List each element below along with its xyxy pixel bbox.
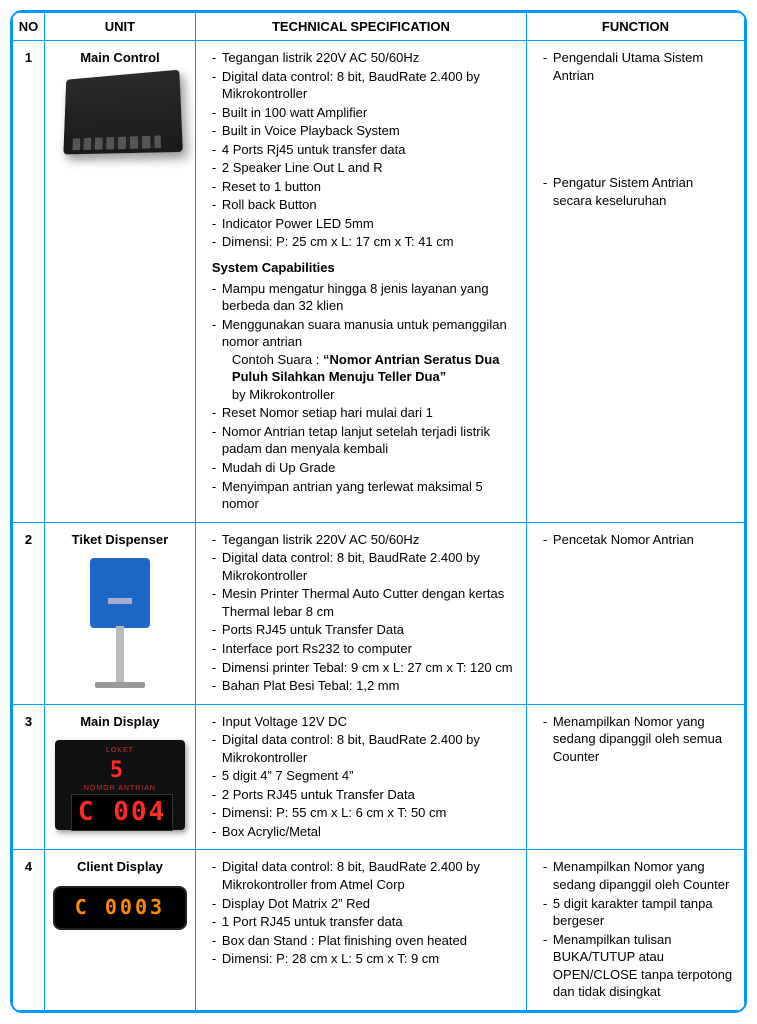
- func-item: Menampilkan Nomor yang sedang dipanggil …: [543, 713, 734, 766]
- spec-item: Input Voltage 12V DC: [212, 713, 516, 731]
- func-item: Menampilkan Nomor yang sedang dipanggil …: [543, 858, 734, 893]
- spec-item: Digital data control: 8 bit, BaudRate 2.…: [212, 731, 516, 766]
- spec-item: 2 Ports RJ45 untuk Transfer Data: [212, 786, 516, 804]
- capability-item: Reset Nomor setiap hari mulai dari 1: [212, 404, 516, 422]
- capabilities-heading: System Capabilities: [206, 259, 516, 277]
- spec-item: 1 Port RJ45 untuk transfer data: [212, 913, 516, 931]
- spec-item: Built in 100 watt Amplifier: [212, 104, 516, 122]
- cell-no: 3: [13, 704, 45, 850]
- spec-item: Built in Voice Playback System: [212, 122, 516, 140]
- cell-spec: Tegangan listrik 220V AC 50/60HzDigital …: [195, 522, 526, 704]
- spec-item: 5 digit 4” 7 Segment 4”: [212, 767, 516, 785]
- cell-func: Menampilkan Nomor yang sedang dipanggil …: [526, 704, 744, 850]
- spec-item: Dimensi: P: 28 cm x L: 5 cm x T: 9 cm: [212, 950, 516, 968]
- capabilities-list: Mampu mengatur hingga 8 jenis layanan ya…: [206, 280, 516, 513]
- spec-item: Interface port Rs232 to computer: [212, 640, 516, 658]
- cell-spec: Input Voltage 12V DCDigital data control…: [195, 704, 526, 850]
- spec-table-container: NO UNIT TECHNICAL SPECIFICATION FUNCTION…: [10, 10, 747, 1013]
- cell-spec: Tegangan listrik 220V AC 50/60HzDigital …: [195, 41, 526, 523]
- unit-title: Main Display: [55, 713, 185, 731]
- cell-unit: Main Control: [44, 41, 195, 523]
- spec-item: Roll back Button: [212, 196, 516, 214]
- cell-unit: Tiket Dispenser: [44, 522, 195, 704]
- spec-item: Reset to 1 button: [212, 178, 516, 196]
- table-row: 4 Client Display C 0003 Digital data contro…: [13, 850, 745, 1010]
- spec-list: Digital data control: 8 bit, BaudRate 2.…: [206, 858, 516, 967]
- func-list: Menampilkan Nomor yang sedang dipanggil …: [537, 713, 734, 766]
- header-spec: TECHNICAL SPECIFICATION: [195, 13, 526, 41]
- cell-no: 1: [13, 41, 45, 523]
- cell-no: 2: [13, 522, 45, 704]
- spec-item: 2 Speaker Line Out L and R: [212, 159, 516, 177]
- func-list: Menampilkan Nomor yang sedang dipanggil …: [537, 858, 734, 1000]
- func-list: Pengendali Utama Sistem Antrian: [537, 49, 734, 84]
- func-item: Pencetak Nomor Antrian: [543, 531, 734, 549]
- main-display-image: LOKET5NOMOR ANTRIANC 004: [55, 740, 185, 830]
- spec-list: Tegangan listrik 220V AC 50/60HzDigital …: [206, 531, 516, 695]
- cell-unit: Client Display C 0003: [44, 850, 195, 1010]
- cell-func: Menampilkan Nomor yang sedang dipanggil …: [526, 850, 744, 1010]
- header-unit: UNIT: [44, 13, 195, 41]
- unit-title: Main Control: [55, 49, 185, 67]
- spec-item: Mesin Printer Thermal Auto Cutter dengan…: [212, 585, 516, 620]
- table-row: 3Main DisplayLOKET5NOMOR ANTRIANC 004Inp…: [13, 704, 745, 850]
- cell-func: Pencetak Nomor Antrian: [526, 522, 744, 704]
- capability-item: Mampu mengatur hingga 8 jenis layanan ya…: [212, 280, 516, 315]
- header-no: NO: [13, 13, 45, 41]
- spec-item: Box dan Stand : Plat finishing oven heat…: [212, 932, 516, 950]
- spec-item: Dimensi printer Tebal: 9 cm x L: 27 cm x…: [212, 659, 516, 677]
- spec-table: NO UNIT TECHNICAL SPECIFICATION FUNCTION…: [12, 12, 745, 1011]
- spec-item: Digital data control: 8 bit, BaudRate 2.…: [212, 68, 516, 103]
- spec-list: Input Voltage 12V DCDigital data control…: [206, 713, 516, 841]
- func-list: Pencetak Nomor Antrian: [537, 531, 734, 549]
- main-control-image: [63, 69, 183, 154]
- header-func: FUNCTION: [526, 13, 744, 41]
- spec-list: Tegangan listrik 220V AC 50/60HzDigital …: [206, 49, 516, 251]
- header-row: NO UNIT TECHNICAL SPECIFICATION FUNCTION: [13, 13, 745, 41]
- kiosk-image: [85, 558, 155, 688]
- unit-title: Client Display: [55, 858, 185, 876]
- table-row: 2 Tiket Dispenser Tegangan listrik 220V AC…: [13, 522, 745, 704]
- client-display-image: C 0003: [55, 888, 185, 928]
- spec-item: Box Acrylic/Metal: [212, 823, 516, 841]
- spec-item: Tegangan listrik 220V AC 50/60Hz: [212, 531, 516, 549]
- spec-item: Dimensi: P: 55 cm x L: 6 cm x T: 50 cm: [212, 804, 516, 822]
- spec-item: Ports RJ45 untuk Transfer Data: [212, 621, 516, 639]
- spec-item: Dimensi: P: 25 cm x L: 17 cm x T: 41 cm: [212, 233, 516, 251]
- spec-item: Display Dot Matrix 2” Red: [212, 895, 516, 913]
- capability-item: Menggunakan suara manusia untuk pemanggi…: [212, 316, 516, 404]
- table-row: 1 Main Control Tegangan listrik 220V AC 50…: [13, 41, 745, 523]
- cell-unit: Main Display LOKET5NOMOR ANTRIANC 004: [44, 704, 195, 850]
- spec-item: 4 Ports Rj45 untuk transfer data: [212, 141, 516, 159]
- func-item: 5 digit karakter tampil tanpa bergeser: [543, 895, 734, 930]
- spec-item: Indicator Power LED 5mm: [212, 215, 516, 233]
- spec-item: Digital data control: 8 bit, BaudRate 2.…: [212, 858, 516, 893]
- cell-spec: Digital data control: 8 bit, BaudRate 2.…: [195, 850, 526, 1010]
- unit-title: Tiket Dispenser: [55, 531, 185, 549]
- spec-item: Bahan Plat Besi Tebal: 1,2 mm: [212, 677, 516, 695]
- cell-no: 4: [13, 850, 45, 1010]
- func-item: Pengendali Utama Sistem Antrian: [543, 49, 734, 84]
- func-item: Menampilkan tulisan BUKA/TUTUP atau OPEN…: [543, 931, 734, 1001]
- cell-func: Pengendali Utama Sistem Antrian Pengatur …: [526, 41, 744, 523]
- capability-item: Menyimpan antrian yang terlewat maksimal…: [212, 478, 516, 513]
- spec-item: Digital data control: 8 bit, BaudRate 2.…: [212, 549, 516, 584]
- func-list-2: Pengatur Sistem Antrian secara keseluruh…: [537, 174, 734, 209]
- capability-item: Mudah di Up Grade: [212, 459, 516, 477]
- func-item: Pengatur Sistem Antrian secara keseluruh…: [543, 174, 734, 209]
- capability-item: Nomor Antrian tetap lanjut setelah terja…: [212, 423, 516, 458]
- spec-item: Tegangan listrik 220V AC 50/60Hz: [212, 49, 516, 67]
